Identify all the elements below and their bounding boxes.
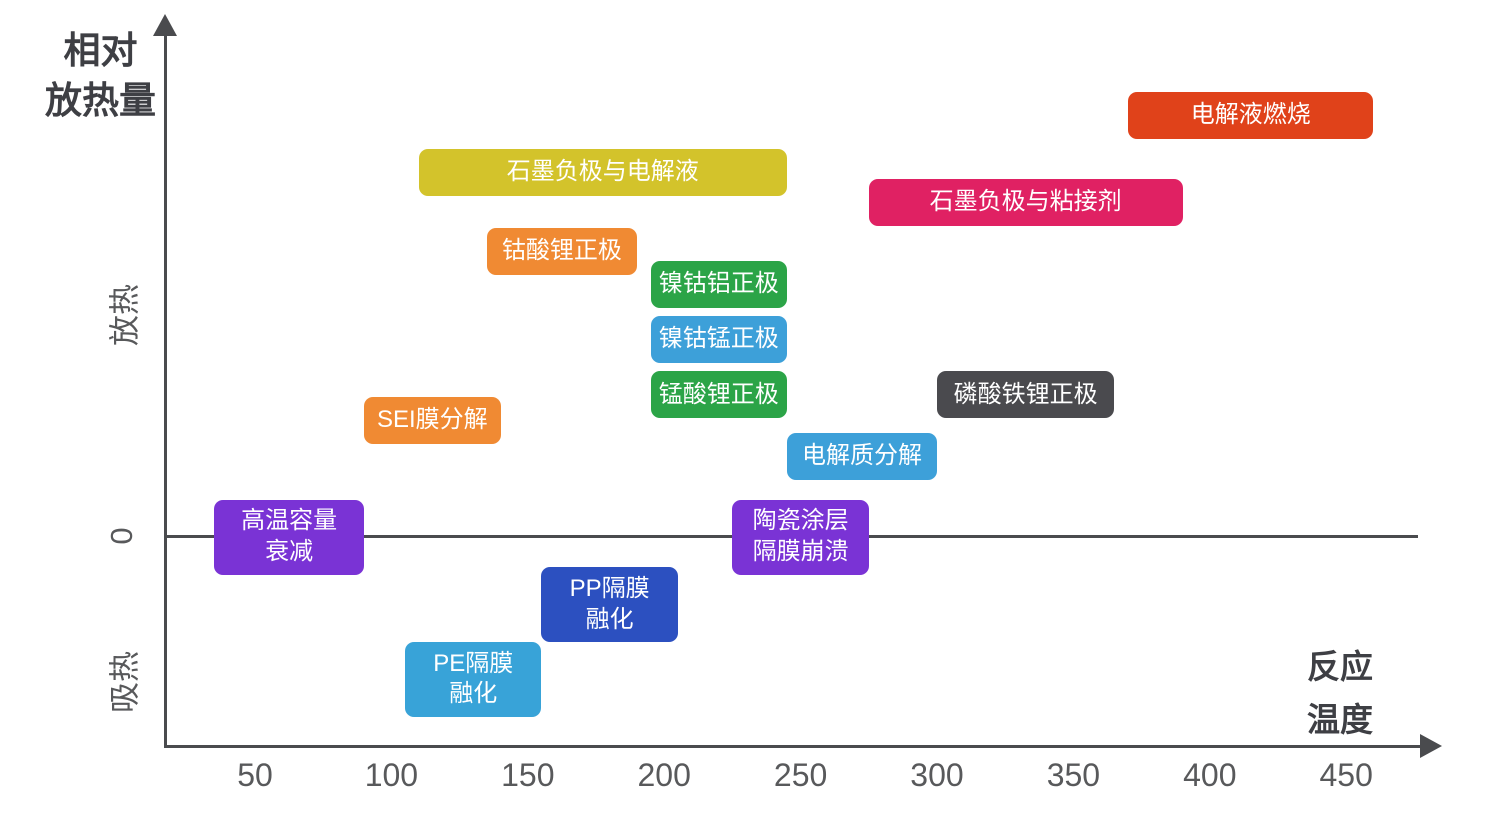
reaction-block: PP隔膜 融化 — [541, 567, 678, 643]
x-axis — [164, 745, 1422, 748]
reaction-block: 钴酸锂正极 — [486, 228, 637, 276]
y-axis-title-line1: 相对 — [63, 30, 138, 71]
reaction-block: 电解质分解 — [786, 433, 937, 481]
x-tick-label: 50 — [237, 757, 273, 793]
reaction-block-label: SEI膜分解 — [376, 405, 488, 433]
x-tick-label: 300 — [910, 757, 964, 793]
reaction-block: 陶瓷涂层 隔膜崩溃 — [732, 499, 869, 575]
y-label-endothermic: 吸热 — [107, 651, 143, 713]
x-axis-title: 反应 温度 — [1298, 641, 1382, 747]
reaction-block-label: PP隔膜 — [569, 575, 650, 603]
x-tick-label: 400 — [1183, 757, 1237, 793]
y-label-zero: 0 — [104, 527, 139, 545]
reaction-block: 石墨负极与粘接剂 — [868, 179, 1183, 227]
reaction-block-label: 融化 — [449, 680, 498, 708]
x-axis-title-line2: 温度 — [1307, 700, 1373, 738]
y-label-exothermic: 放热 — [107, 284, 143, 346]
reaction-block-label: 高温容量 — [241, 507, 338, 535]
reaction-block-label: 钴酸锂正极 — [501, 237, 622, 265]
x-tick-label: 350 — [1046, 757, 1101, 793]
reaction-block-label: 镍钴锰正极 — [658, 325, 779, 353]
reaction-block: 高温容量 衰减 — [214, 499, 365, 575]
reaction-block-label: 隔膜崩溃 — [752, 538, 849, 565]
reaction-block: 石墨负极与电解液 — [418, 148, 787, 196]
reaction-block: PE隔膜融化 — [405, 641, 542, 717]
y-axis — [164, 30, 167, 748]
x-tick-label: 250 — [773, 757, 828, 793]
reaction-block-label: 电解质分解 — [801, 442, 922, 470]
reaction-block-label: 融化 — [585, 605, 634, 633]
reaction-block: 镍钴锰正极 — [650, 315, 787, 363]
y-axis-title-line2: 放热量 — [45, 79, 156, 121]
x-tick-label: 200 — [637, 757, 691, 793]
x-tick-label: 450 — [1319, 757, 1373, 793]
x-tick-label: 100 — [364, 757, 419, 793]
reaction-block: 磷酸铁锂正极 — [937, 371, 1115, 419]
reaction-block-label: 石墨负极与粘接剂 — [929, 188, 1122, 216]
reaction-block: 电解液燃烧 — [1127, 91, 1374, 139]
reaction-block-label: 陶瓷涂层 — [752, 507, 849, 535]
y-axis-title: 相对 放热量 — [28, 26, 173, 126]
reaction-block-label: 锰酸锂正极 — [658, 380, 779, 408]
reaction-block-label: 磷酸铁锂正极 — [953, 380, 1098, 408]
y-axis-arrow-icon — [153, 14, 177, 36]
x-axis-arrow-icon — [1420, 734, 1442, 758]
reaction-block: 锰酸锂正极 — [650, 371, 787, 419]
x-axis-title-line1: 反应 — [1307, 648, 1373, 685]
reaction-block-label: PE隔膜 — [433, 649, 514, 677]
reaction-block-label: 衰减 — [265, 538, 314, 565]
reaction-block-label: 镍钴铝正极 — [658, 270, 779, 298]
reaction-block-label: 石墨负极与电解液 — [506, 157, 699, 185]
x-tick-label: 150 — [501, 757, 555, 793]
reaction-block-label: 电解液燃烧 — [1190, 100, 1311, 128]
reaction-block: 镍钴铝正极 — [650, 260, 787, 308]
reaction-block: SEI膜分解 — [364, 396, 501, 444]
